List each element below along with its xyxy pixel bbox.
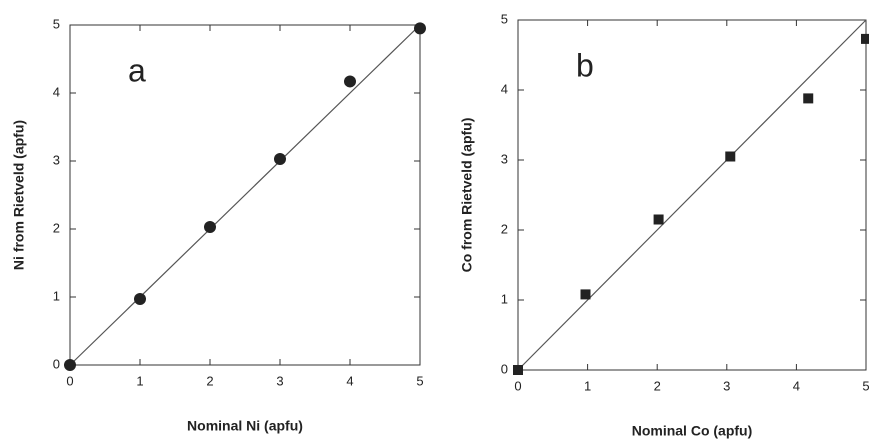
panel: 0 1 2 3 4 5 0 1 2 3 4 5 b Nominal Co (apfu) Co from Ri… bbox=[459, 11, 869, 439]
panel: 0 1 2 3 4 5 0 1 2 3 4 5 a Nominal Ni (apfu) Ni from Ri… bbox=[11, 16, 426, 434]
x-tick-label: 1 bbox=[136, 373, 143, 388]
data-point bbox=[580, 289, 591, 300]
data-point bbox=[861, 33, 869, 44]
data-point bbox=[725, 151, 736, 162]
y-tick-label: 2 bbox=[501, 221, 508, 236]
plot-frame bbox=[69, 24, 421, 366]
x-tick-label: 0 bbox=[514, 378, 521, 393]
y-tick-label: 2 bbox=[53, 220, 60, 235]
plot-frame bbox=[517, 19, 867, 371]
y-tick-label: 0 bbox=[501, 361, 508, 376]
y-axis-label: Ni from Rietveld (apfu) bbox=[11, 120, 27, 270]
x-tick-label: 1 bbox=[584, 378, 591, 393]
y-tick-label: 1 bbox=[53, 288, 60, 303]
y-tick-label: 4 bbox=[501, 81, 508, 96]
x-axis-label: Nominal Ni (apfu) bbox=[187, 418, 303, 434]
data-point bbox=[414, 22, 426, 35]
panel-label: b bbox=[576, 47, 594, 83]
data-point bbox=[653, 214, 664, 225]
y-tick-label: 5 bbox=[501, 11, 508, 26]
y-tick-label: 5 bbox=[53, 16, 60, 31]
x-tick-label: 3 bbox=[723, 378, 730, 393]
x-tick-label: 3 bbox=[276, 373, 283, 388]
data-point bbox=[344, 75, 356, 88]
reference-line bbox=[517, 19, 867, 371]
data-point bbox=[274, 152, 286, 165]
y-tick-label: 3 bbox=[53, 152, 60, 167]
data-point bbox=[803, 93, 814, 104]
x-tick-label: 4 bbox=[793, 378, 800, 393]
reference-line bbox=[69, 24, 421, 366]
x-tick-label: 5 bbox=[862, 378, 869, 393]
data-point bbox=[513, 365, 523, 375]
x-axis-label: Nominal Co (apfu) bbox=[632, 423, 753, 439]
y-tick-label: 4 bbox=[53, 84, 60, 99]
data-point bbox=[64, 359, 76, 371]
y-tick-label: 0 bbox=[53, 356, 60, 371]
x-tick-label: 4 bbox=[346, 373, 353, 388]
y-tick-label: 3 bbox=[501, 151, 508, 166]
data-point bbox=[204, 220, 216, 233]
x-tick-label: 0 bbox=[66, 373, 73, 388]
y-axis-label: Co from Rietveld (apfu) bbox=[459, 118, 475, 273]
x-tick-label: 2 bbox=[206, 373, 213, 388]
x-tick-label: 5 bbox=[416, 373, 423, 388]
x-tick-label: 2 bbox=[654, 378, 661, 393]
data-point bbox=[134, 293, 146, 306]
panel-label: a bbox=[128, 52, 146, 88]
y-tick-label: 1 bbox=[501, 291, 508, 306]
